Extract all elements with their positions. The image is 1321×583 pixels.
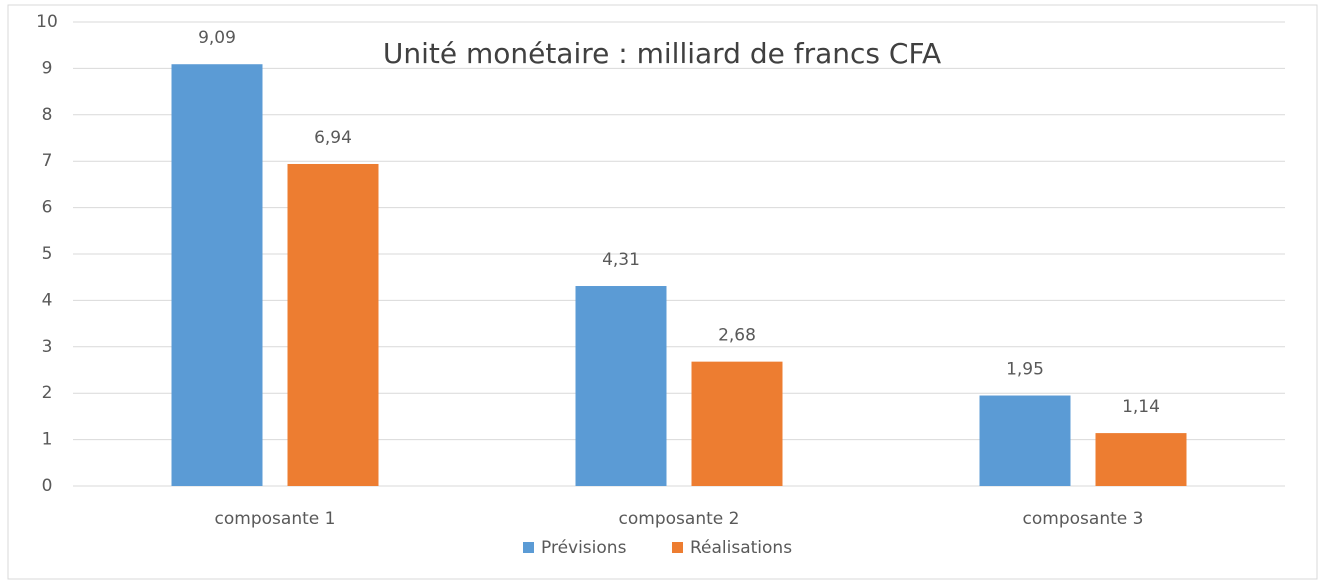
y-tick-label: 9 bbox=[42, 58, 53, 78]
y-tick-label: 2 bbox=[42, 383, 53, 403]
data-label: 4,31 bbox=[602, 250, 640, 270]
bar bbox=[979, 395, 1071, 486]
data-label: 6,94 bbox=[314, 128, 352, 148]
y-tick-label: 7 bbox=[42, 151, 53, 171]
y-tick-label: 4 bbox=[42, 290, 53, 310]
x-tick-label: composante 3 bbox=[1023, 509, 1144, 529]
y-tick-label: 0 bbox=[42, 476, 53, 496]
x-tick-label: composante 1 bbox=[215, 509, 336, 529]
bar bbox=[171, 64, 263, 486]
bar bbox=[575, 286, 667, 486]
legend-swatch bbox=[672, 542, 683, 553]
data-label: 9,09 bbox=[198, 28, 236, 48]
bar bbox=[691, 361, 783, 486]
legend-swatch bbox=[523, 542, 534, 553]
bar bbox=[287, 163, 379, 486]
data-label: 2,68 bbox=[718, 326, 756, 346]
bar bbox=[1095, 433, 1187, 486]
data-label: 1,14 bbox=[1122, 397, 1160, 417]
chart-title: Unité monétaire : milliard de francs CFA bbox=[383, 37, 941, 70]
legend-label: Réalisations bbox=[690, 538, 792, 558]
y-tick-label: 1 bbox=[42, 430, 53, 450]
y-tick-label: 10 bbox=[36, 12, 58, 32]
y-tick-label: 5 bbox=[42, 244, 53, 264]
x-tick-label: composante 2 bbox=[619, 509, 740, 529]
y-tick-label: 3 bbox=[42, 337, 53, 357]
y-tick-label: 6 bbox=[42, 198, 53, 218]
legend-label: Prévisions bbox=[541, 538, 627, 558]
data-label: 1,95 bbox=[1006, 360, 1044, 380]
y-tick-label: 8 bbox=[42, 105, 53, 125]
